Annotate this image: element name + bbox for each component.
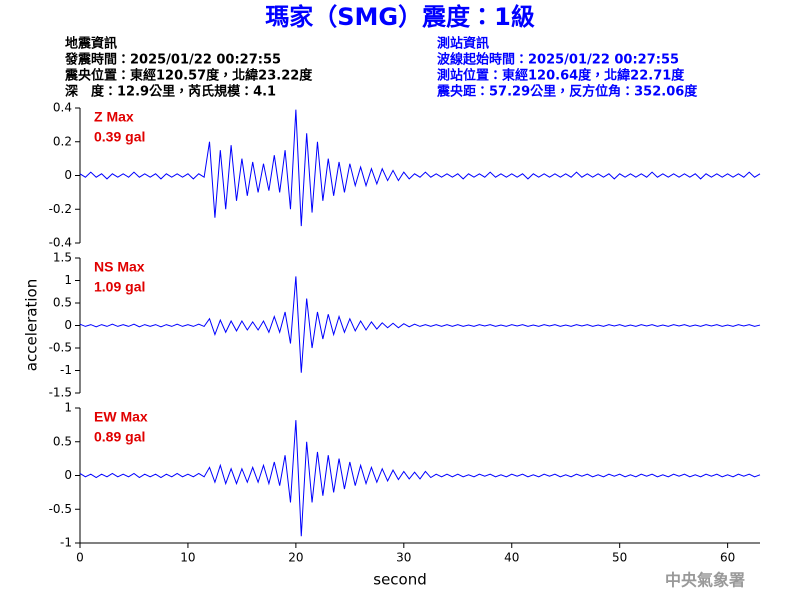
y-tick-label: 0.4: [53, 101, 72, 115]
x-tick-label: 20: [288, 551, 303, 565]
channel-label: NS Max: [94, 259, 145, 275]
event-line: 深 度：12.9公里，芮氏規模：4.1: [65, 84, 276, 100]
y-tick-label: -0.5: [49, 502, 72, 516]
station-line: 測站位置：東經120.64度，北緯22.71度: [437, 68, 685, 84]
title: 瑪家（SMG）震度：1級: [265, 3, 535, 31]
x-tick-label: 50: [612, 551, 627, 565]
event-line: 震央位置：東經120.57度，北緯23.22度: [64, 68, 313, 84]
y-tick-label: 0.5: [53, 296, 72, 310]
x-tick-label: 60: [720, 551, 735, 565]
x-tick-label: 40: [504, 551, 519, 565]
station-line: 波線起始時間：2025/01/22 00:27:55: [437, 52, 679, 68]
y-tick-label: 0: [64, 468, 72, 482]
x-axis-label: second: [373, 571, 427, 589]
y-tick-label: -1: [60, 363, 72, 377]
y-axis-label: acceleration: [23, 279, 41, 371]
x-tick-label: 10: [180, 551, 195, 565]
x-tick-label: 30: [396, 551, 411, 565]
y-tick-label: 0: [64, 318, 72, 332]
max-label: 1.09 gal: [94, 279, 145, 295]
channel-label: Z Max: [94, 109, 134, 125]
x-tick-label: 0: [76, 551, 84, 565]
max-label: 0.39 gal: [94, 129, 145, 145]
event-line: 地震資訊: [65, 36, 117, 52]
y-tick-label: 1.5: [53, 251, 72, 265]
station-line: 測站資訊: [437, 36, 489, 52]
y-tick-label: 0.5: [53, 434, 72, 448]
y-tick-label: -0.4: [49, 236, 72, 250]
waveform: [79, 109, 761, 227]
max-label: 0.89 gal: [94, 429, 145, 445]
event-line: 發震時間：2025/01/22 00:27:55: [64, 52, 281, 68]
channel-label: EW Max: [94, 409, 148, 425]
y-tick-label: 1: [64, 273, 72, 287]
waveform: [79, 276, 761, 373]
waveform: [79, 420, 761, 537]
y-tick-label: 1: [64, 401, 72, 415]
y-tick-label: -0.5: [49, 341, 72, 355]
y-tick-label: -1.5: [49, 386, 72, 400]
y-tick-label: -1: [60, 536, 72, 550]
y-tick-label: 0.2: [53, 134, 72, 148]
y-tick-label: -0.2: [49, 202, 72, 216]
footer: 中央氣象署: [665, 571, 745, 590]
y-tick-label: 0: [64, 168, 72, 182]
station-line: 震央距：57.29公里，反方位角：352.06度: [436, 84, 698, 100]
